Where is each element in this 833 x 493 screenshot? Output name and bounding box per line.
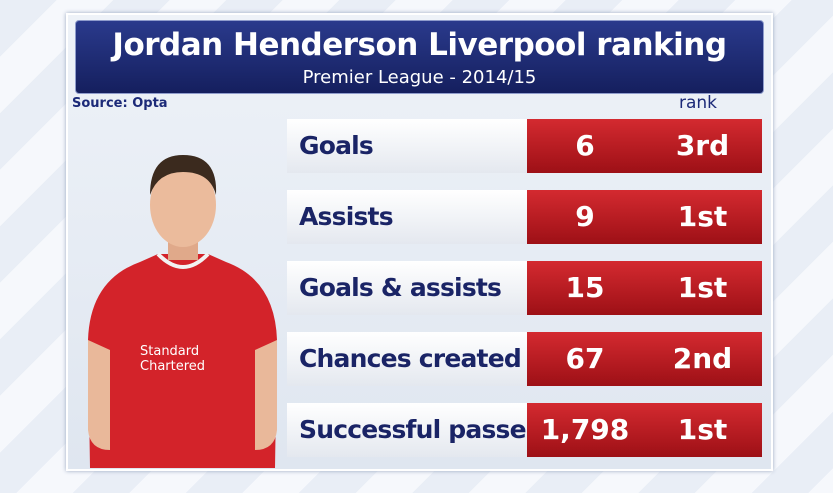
svg-text:Standard: Standard — [140, 344, 199, 359]
stat-value: 15 — [565, 271, 605, 304]
stat-value: 67 — [565, 342, 605, 375]
stat-value: 1,798 — [540, 413, 630, 446]
stat-box: 1,798 1st — [527, 403, 762, 457]
stat-label: Assists — [287, 190, 527, 244]
title: Jordan Henderson Liverpool ranking — [112, 27, 727, 63]
stat-rank: 1st — [677, 271, 728, 304]
subtitle: Premier League - 2014/15 — [302, 67, 537, 88]
stat-rank: 3rd — [675, 129, 730, 162]
stat-value: 9 — [575, 200, 595, 233]
stat-box: 15 1st — [527, 261, 762, 315]
stat-rank: 1st — [677, 200, 728, 233]
stat-box: 67 2nd — [527, 332, 762, 386]
stat-label: Successful passes — [287, 403, 541, 457]
stat-value: 6 — [575, 129, 595, 162]
svg-text:Chartered: Chartered — [140, 359, 205, 374]
stat-label: Chances created — [287, 332, 527, 386]
stat-label: Goals & assists — [287, 261, 527, 315]
stat-box: 6 3rd — [527, 119, 762, 173]
rank-header: rank — [678, 93, 718, 113]
stat-rank: 2nd — [672, 342, 733, 375]
player-photo: Standard Chartered — [88, 155, 277, 468]
stat-rank: 1st — [677, 413, 728, 446]
stat-label: Goals — [287, 119, 527, 173]
stat-box: 9 1st — [527, 190, 762, 244]
title-bar: Jordan Henderson Liverpool ranking Premi… — [75, 20, 764, 94]
source: Source: Opta — [72, 96, 168, 111]
